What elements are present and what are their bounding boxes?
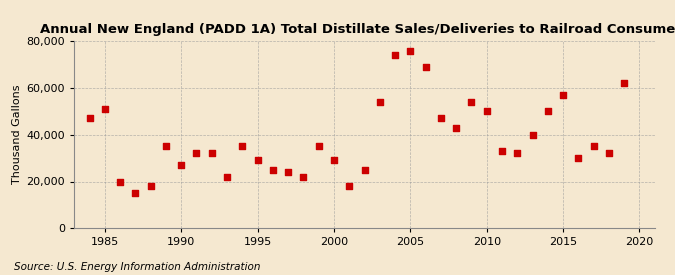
Point bbox=[221, 175, 232, 179]
Point bbox=[573, 156, 584, 160]
Point bbox=[375, 100, 385, 104]
Point bbox=[588, 144, 599, 148]
Point bbox=[176, 163, 186, 167]
Point bbox=[466, 100, 477, 104]
Point bbox=[543, 109, 554, 114]
Point bbox=[435, 116, 446, 120]
Point bbox=[344, 184, 354, 188]
Point bbox=[298, 175, 308, 179]
Point bbox=[237, 144, 248, 148]
Point bbox=[207, 151, 217, 156]
Point bbox=[389, 53, 400, 57]
Point bbox=[619, 81, 630, 86]
Point bbox=[84, 116, 95, 120]
Point bbox=[252, 158, 263, 163]
Text: Source: U.S. Energy Information Administration: Source: U.S. Energy Information Administ… bbox=[14, 262, 260, 272]
Point bbox=[115, 179, 126, 184]
Point bbox=[283, 170, 294, 174]
Point bbox=[267, 167, 278, 172]
Point bbox=[558, 93, 568, 97]
Point bbox=[451, 125, 462, 130]
Point bbox=[512, 151, 522, 156]
Point bbox=[421, 65, 431, 69]
Point bbox=[145, 184, 156, 188]
Point bbox=[313, 144, 324, 148]
Point bbox=[497, 149, 508, 153]
Point bbox=[130, 191, 141, 195]
Point bbox=[603, 151, 614, 156]
Point bbox=[481, 109, 492, 114]
Point bbox=[405, 48, 416, 53]
Point bbox=[191, 151, 202, 156]
Point bbox=[161, 144, 171, 148]
Point bbox=[329, 158, 340, 163]
Point bbox=[359, 167, 370, 172]
Point bbox=[99, 107, 110, 111]
Point bbox=[527, 133, 538, 137]
Title: Annual New England (PADD 1A) Total Distillate Sales/Deliveries to Railroad Consu: Annual New England (PADD 1A) Total Disti… bbox=[40, 23, 675, 36]
Y-axis label: Thousand Gallons: Thousand Gallons bbox=[12, 85, 22, 185]
